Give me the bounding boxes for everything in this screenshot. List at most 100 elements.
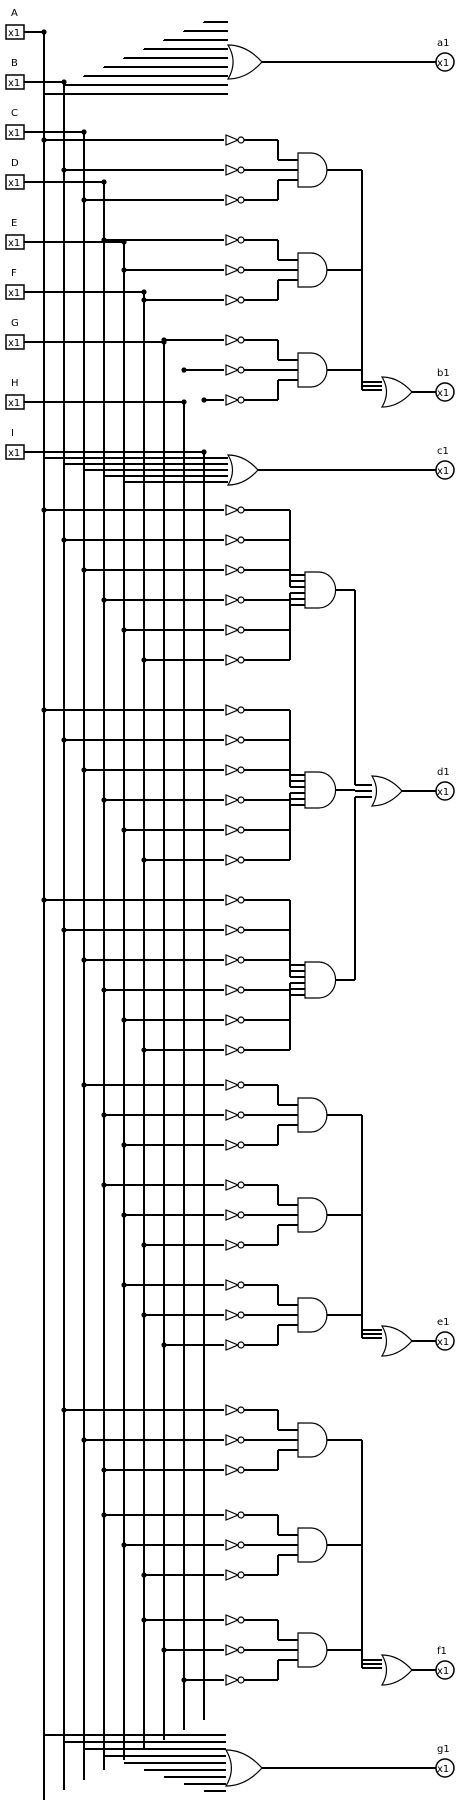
junction-dot xyxy=(101,1112,107,1118)
junction-dot xyxy=(121,267,127,273)
input-label-b: B xyxy=(11,58,18,69)
output-pin-f1-type: x1 xyxy=(437,1666,449,1677)
or-gate-b1 xyxy=(380,376,413,408)
output-pin-g1[interactable]: x1 g1 xyxy=(435,1744,455,1778)
junction-dot xyxy=(121,1142,127,1148)
and-gate-d1 xyxy=(304,771,337,809)
input-label-d: D xyxy=(11,158,19,169)
inverter-bubble xyxy=(237,766,245,774)
junction-dot xyxy=(81,957,87,963)
not-gate xyxy=(225,394,240,406)
junction-dot xyxy=(41,707,47,713)
output-pin-b1-type: x1 xyxy=(437,388,449,399)
junction-dot xyxy=(41,507,47,513)
inverter-bubble xyxy=(237,1141,245,1149)
input-pin-c[interactable]: x1 C xyxy=(5,108,25,140)
output-pin-b1[interactable]: x1 b1 xyxy=(435,368,455,402)
not-gate xyxy=(225,194,240,206)
output-pin-a1[interactable]: x1 a1 xyxy=(435,38,455,72)
not-gate xyxy=(225,794,240,806)
inverter-bubble xyxy=(237,956,245,964)
not-gate xyxy=(225,734,240,746)
output-pin-d1[interactable]: x1 d1 xyxy=(435,767,455,801)
input-label-c: C xyxy=(11,108,18,119)
or-gate-d1 xyxy=(370,775,403,807)
junction-dot xyxy=(121,1542,127,1548)
not-gate xyxy=(225,1014,240,1026)
junction-dot xyxy=(121,1017,127,1023)
junction-dot xyxy=(101,797,107,803)
output-pin-c1-type: x1 xyxy=(437,466,449,477)
and-gate-b1 xyxy=(297,152,328,188)
input-pin-g[interactable]: x1 G xyxy=(5,318,25,350)
junction-dot xyxy=(101,1182,107,1188)
not-gate xyxy=(225,294,240,306)
junction-layer xyxy=(41,29,207,1683)
inverter-bubble xyxy=(237,136,245,144)
not-gate xyxy=(225,624,240,636)
input-pin-a-type: x1 xyxy=(8,28,20,39)
input-label-h: H xyxy=(11,378,19,389)
not-gate xyxy=(225,1539,240,1551)
inverter-bubble xyxy=(237,366,245,374)
output-pin-e1[interactable]: x1 e1 xyxy=(435,1317,455,1351)
junction-dot xyxy=(81,1437,87,1443)
input-pin-h-type: x1 xyxy=(8,398,20,409)
not-gate xyxy=(225,1674,240,1686)
inverter-bubble xyxy=(237,336,245,344)
not-gate xyxy=(225,1434,240,1446)
output-label-d1: d1 xyxy=(437,767,450,778)
input-pin-d[interactable]: x1 D xyxy=(5,158,25,190)
output-pin-c1[interactable]: x1 c1 xyxy=(435,446,455,480)
inverter-bubble xyxy=(237,196,245,204)
wire-layer xyxy=(24,21,436,1800)
junction-dot xyxy=(121,1212,127,1218)
output-pin-f1[interactable]: x1 f1 xyxy=(435,1646,455,1680)
not-gate xyxy=(225,1404,240,1416)
and-gate-f1 xyxy=(297,1422,328,1458)
and-gate-d1 xyxy=(304,571,337,609)
junction-dot xyxy=(121,627,127,633)
inverter-bubble xyxy=(237,626,245,634)
or-gate-f1 xyxy=(380,1654,413,1686)
input-pin-a[interactable]: x1 A xyxy=(5,8,25,40)
and-gate-e1 xyxy=(297,1097,328,1133)
and-gate-e1 xyxy=(297,1297,328,1333)
junction-dot xyxy=(61,737,67,743)
inverter-bubble xyxy=(237,506,245,514)
not-gate xyxy=(225,924,240,936)
junction-dot xyxy=(141,1312,147,1318)
input-pin-e-type: x1 xyxy=(8,238,20,249)
not-gate xyxy=(225,1509,240,1521)
not-gate xyxy=(225,1079,240,1091)
input-pin-e[interactable]: x1 E xyxy=(5,218,25,250)
and-gate-f1 xyxy=(297,1632,328,1668)
output-pin-d1-type: x1 xyxy=(437,787,449,798)
output-pin-a1-type: x1 xyxy=(437,58,449,69)
junction-dot xyxy=(181,367,187,373)
output-pin-g1-type: x1 xyxy=(437,1764,449,1775)
junction-dot xyxy=(81,129,87,135)
junction-dot xyxy=(141,857,147,863)
inverter-bubble xyxy=(237,736,245,744)
input-pin-c-type: x1 xyxy=(8,128,20,139)
junction-dot xyxy=(201,397,207,403)
inverter-bubble xyxy=(237,706,245,714)
not-gate xyxy=(225,234,240,246)
junction-dot xyxy=(41,897,47,903)
not-gate xyxy=(225,824,240,836)
junction-dot xyxy=(101,987,107,993)
junction-dot xyxy=(141,297,147,303)
inverter-bubble xyxy=(237,596,245,604)
not-gate xyxy=(225,1109,240,1121)
not-gate xyxy=(225,954,240,966)
inverter-bubble xyxy=(237,1311,245,1319)
input-pin-b[interactable]: x1 B xyxy=(5,58,25,90)
junction-dot xyxy=(101,237,107,243)
input-pin-i[interactable]: x1 I xyxy=(5,428,25,460)
junction-dot xyxy=(141,1242,147,1248)
output-label-a1: a1 xyxy=(437,38,450,49)
input-pin-f[interactable]: x1 F xyxy=(5,268,25,300)
input-pin-h[interactable]: x1 H xyxy=(5,378,25,410)
not-gate xyxy=(225,264,240,276)
